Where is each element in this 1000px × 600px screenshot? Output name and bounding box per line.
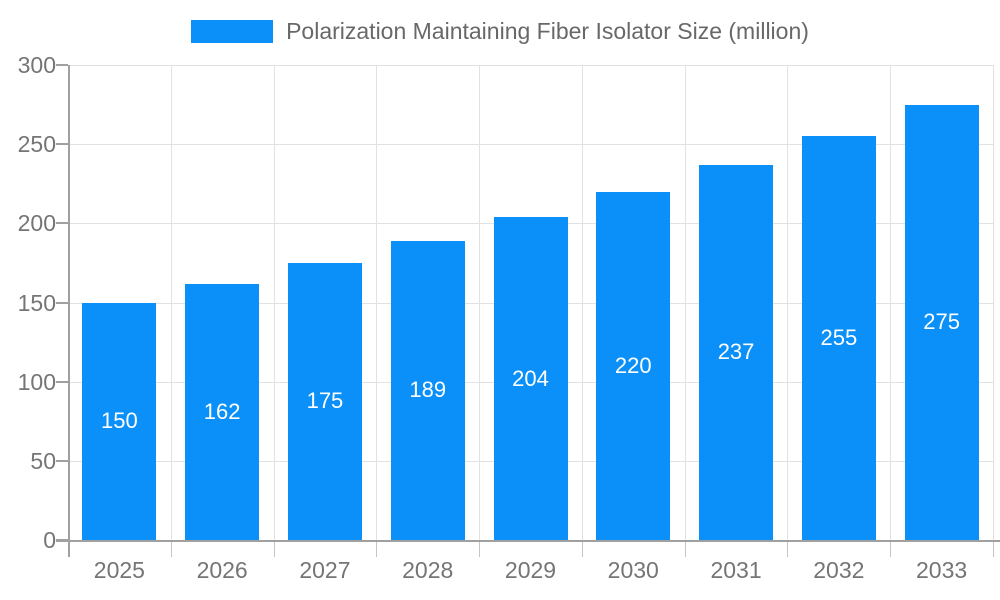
legend-item[interactable]: Polarization Maintaining Fiber Isolator … xyxy=(191,18,809,44)
y-tick-label: 0 xyxy=(43,527,56,553)
y-tick-label: 200 xyxy=(17,210,56,237)
bar[interactable]: 237 xyxy=(699,164,774,540)
bar-value-label: 150 xyxy=(101,408,138,434)
bar-value-label: 275 xyxy=(923,309,960,335)
bar[interactable]: 220 xyxy=(596,191,671,540)
x-tick xyxy=(993,540,994,557)
x-tick xyxy=(376,540,378,557)
y-tick xyxy=(56,459,68,462)
y-gridline xyxy=(68,65,993,66)
x-gridline xyxy=(993,65,994,540)
x-gridline xyxy=(890,65,892,540)
x-category-label: 2030 xyxy=(607,557,659,583)
x-tick xyxy=(273,540,275,557)
x-category-label: 2031 xyxy=(710,557,762,583)
bar[interactable]: 275 xyxy=(904,104,979,540)
bar-value-label: 255 xyxy=(820,325,858,351)
x-category-label: 2029 xyxy=(504,557,557,583)
y-tick xyxy=(56,143,68,146)
x-tick xyxy=(787,540,789,557)
x-category-label: 2025 xyxy=(93,557,145,583)
y-gridline xyxy=(68,144,993,146)
x-gridline xyxy=(684,65,686,540)
y-tick-label: 150 xyxy=(17,289,56,316)
x-tick xyxy=(479,540,481,557)
x-gridline xyxy=(787,65,789,540)
bar[interactable]: 175 xyxy=(287,262,362,540)
y-tick xyxy=(56,380,68,383)
plot-area: 0 50 100 150 200 250 300 150 2025 162 2026 175 2027 1… xyxy=(18,54,1000,582)
x-gridline xyxy=(273,65,275,540)
x-category-label: 2027 xyxy=(299,557,351,583)
x-category-label: 2033 xyxy=(916,557,968,583)
y-tick-label: 300 xyxy=(17,52,56,78)
x-axis-line xyxy=(56,540,1000,542)
x-tick xyxy=(170,540,172,557)
bar[interactable]: 204 xyxy=(493,217,568,540)
bar-value-label: 175 xyxy=(306,388,344,414)
y-tick xyxy=(56,222,68,225)
x-gridline xyxy=(581,65,583,540)
x-gridline xyxy=(376,65,378,540)
legend-swatch xyxy=(191,20,274,44)
bar-value-label: 162 xyxy=(203,398,241,424)
x-category-label: 2032 xyxy=(813,557,865,583)
y-tick-label: 250 xyxy=(17,131,56,158)
legend-label: Polarization Maintaining Fiber Isolator … xyxy=(286,18,809,44)
y-tick-label: 50 xyxy=(30,447,56,474)
bar[interactable]: 255 xyxy=(801,136,876,540)
bar-value-label: 237 xyxy=(717,339,755,365)
bar-value-label: 204 xyxy=(512,365,549,391)
x-tick xyxy=(890,540,892,557)
bar-value-label: 189 xyxy=(409,377,447,403)
bar[interactable]: 162 xyxy=(185,283,260,540)
bar[interactable]: 150 xyxy=(82,302,157,540)
x-category-label: 2028 xyxy=(402,557,454,583)
y-tick-label: 100 xyxy=(17,368,56,395)
y-axis-line xyxy=(68,65,70,557)
x-gridline xyxy=(170,65,172,540)
y-tick xyxy=(56,64,68,66)
legend: Polarization Maintaining Fiber Isolator … xyxy=(0,18,1000,44)
x-tick xyxy=(684,540,686,557)
bar-value-label: 220 xyxy=(614,352,652,378)
x-gridline xyxy=(479,65,481,540)
x-category-label: 2026 xyxy=(196,557,248,583)
bar[interactable]: 189 xyxy=(390,240,465,540)
y-tick xyxy=(56,301,68,304)
x-tick xyxy=(581,540,583,557)
